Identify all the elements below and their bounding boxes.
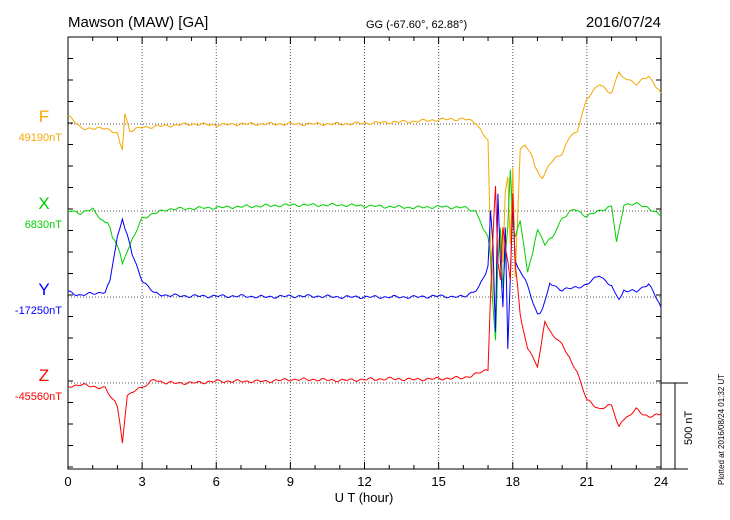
x-tick-label: 18 bbox=[506, 474, 520, 489]
gridlines bbox=[68, 37, 661, 469]
x-tick-label: 24 bbox=[654, 474, 668, 489]
trace-f bbox=[67, 71, 662, 322]
series-name-x: X bbox=[38, 194, 49, 213]
geographic-coordinates: GG (-67.60°, 62.88°) bbox=[366, 19, 467, 31]
series-name-f: F bbox=[39, 107, 49, 126]
x-tick-label: 15 bbox=[431, 474, 445, 489]
component-labels: F 49190nT X 6830nT Y -17250nT Z -45560nT bbox=[15, 107, 62, 403]
series-baseline-y: -17250nT bbox=[15, 305, 62, 317]
x-tick-label: 0 bbox=[64, 474, 71, 489]
scale-bar-label: 500 nT bbox=[683, 410, 695, 445]
series-baseline-x: 6830nT bbox=[25, 219, 63, 231]
trace-x bbox=[67, 169, 662, 341]
scale-bar: 500 nT bbox=[661, 382, 695, 470]
series-baseline-z: -45560nT bbox=[15, 391, 62, 403]
series-name-y: Y bbox=[38, 280, 49, 299]
trace-y bbox=[67, 193, 662, 349]
x-tick-label: 6 bbox=[213, 474, 220, 489]
component-traces bbox=[67, 71, 662, 444]
x-tick-label: 21 bbox=[580, 474, 594, 489]
station-title: Mawson (MAW) [GA] bbox=[68, 14, 208, 31]
trace-z bbox=[67, 185, 662, 444]
series-baseline-f: 49190nT bbox=[19, 132, 63, 144]
plotted-timestamp: Plotted at 2016/08/24 01:32 UT bbox=[717, 374, 726, 485]
axis-ticks bbox=[67, 37, 662, 469]
plot-date: 2016/07/24 bbox=[586, 14, 661, 31]
x-tick-label: 9 bbox=[287, 474, 294, 489]
x-axis-label: U T (hour) bbox=[335, 490, 394, 505]
x-tick-label: 12 bbox=[357, 474, 371, 489]
x-tick-labels: 0 3 6 9 12 15 18 21 24 bbox=[64, 474, 668, 489]
series-name-z: Z bbox=[39, 366, 49, 385]
x-tick-label: 3 bbox=[139, 474, 146, 489]
